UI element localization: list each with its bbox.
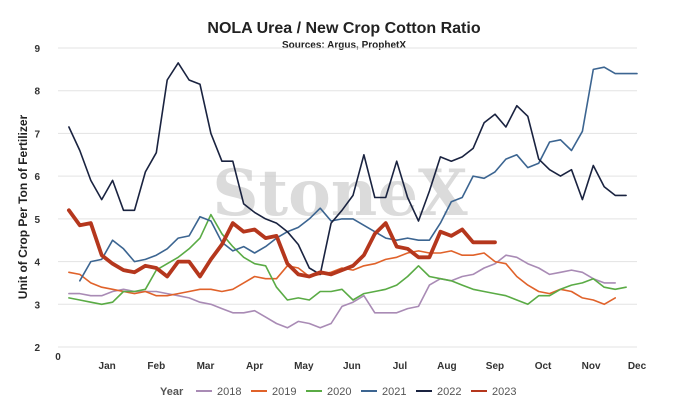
x-tick-label-0: 0 [55,352,61,363]
legend: Year 2018 2019 2020 2021 2022 2023 [160,386,516,398]
series-layer [67,62,638,329]
legend-label-2021: 2021 [382,386,406,398]
y-tick-label-5: 5 [34,215,40,226]
x-ticks: 0 Jan Feb Mar Apr May Jun Jul Aug Sep Oct Nov Dec [55,352,646,372]
legend-label-2023: 2023 [492,386,516,398]
grid [58,47,637,348]
legend-label-2018: 2018 [217,386,241,398]
x-tick-label-jul: Jul [393,361,408,372]
x-tick-label-oct: Oct [535,361,552,372]
x-tick-label-aug: Aug [437,361,456,372]
legend-title: Year [160,386,184,398]
x-tick-label-may: May [294,361,314,372]
x-tick-label-dec: Dec [628,361,647,372]
y-tick-label-8: 8 [34,87,40,98]
y-tick-label-2: 2 [34,343,40,354]
series-line-2022 [68,62,627,276]
series-line-2021 [79,66,638,282]
series-line-2019 [68,250,617,306]
legend-label-2022: 2022 [437,386,461,398]
legend-label-2020: 2020 [327,386,351,398]
x-tick-label-mar: Mar [197,361,215,372]
legend-label-2019: 2019 [272,386,296,398]
y-tick-label-3: 3 [34,300,40,311]
y-tick-label-9: 9 [34,44,40,55]
x-tick-label-feb: Feb [147,361,165,372]
series-line-2020 [68,213,627,306]
series-line-2018 [68,254,617,329]
chart-title: NOLA Urea / New Crop Cotton Ratio [207,20,480,37]
x-tick-label-sep: Sep [486,361,504,372]
series-line-2023 [67,208,497,279]
x-tick-label-jun: Jun [343,361,361,372]
y-ticks: 2 3 4 5 6 7 8 9 [34,44,40,354]
chart-subtitle: Sources: Argus, ProphetX [282,40,406,51]
x-tick-label-jan: Jan [99,361,116,372]
y-tick-label-7: 7 [34,129,40,140]
x-tick-label-apr: Apr [246,361,263,372]
y-tick-label-4: 4 [34,258,40,269]
y-axis-label: Unit of Crop Per Ton of Fertilizer [16,114,30,299]
x-tick-label-nov: Nov [582,361,601,372]
y-tick-label-6: 6 [34,172,40,183]
